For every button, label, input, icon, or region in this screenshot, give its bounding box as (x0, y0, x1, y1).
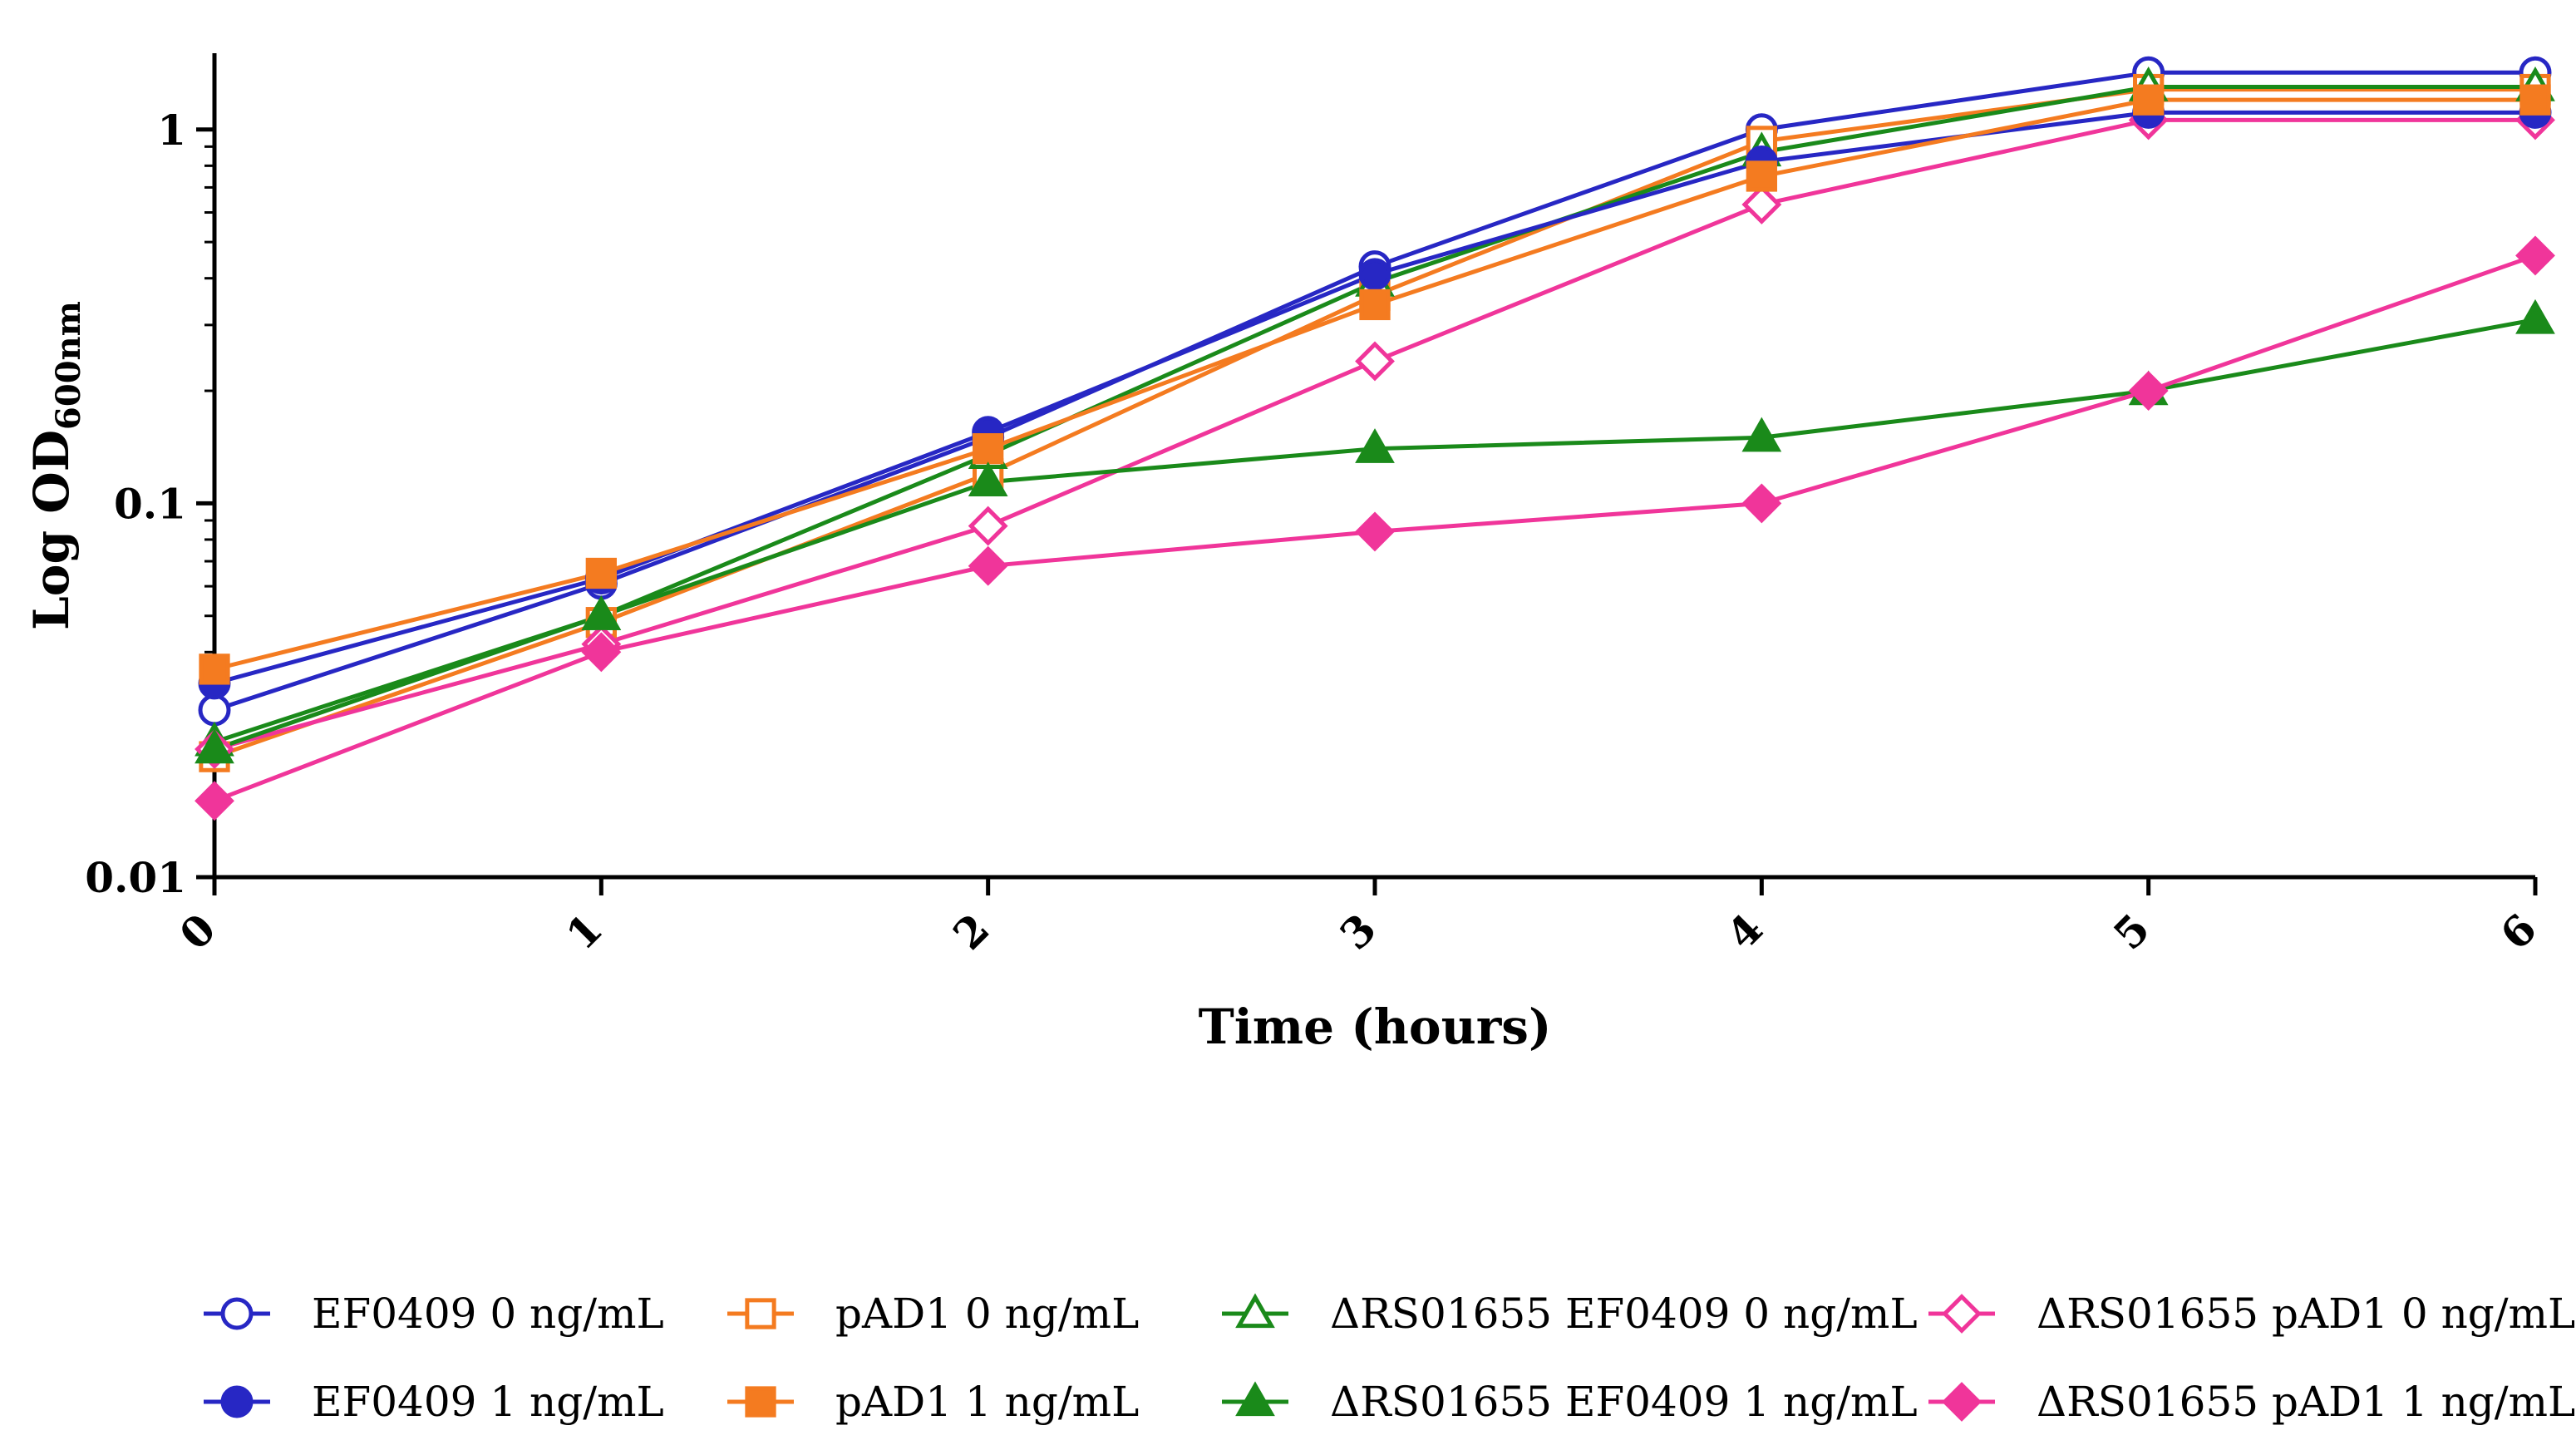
data-point-series-6 (585, 557, 617, 589)
data-point-series-7 (2515, 298, 2555, 334)
y-ticks: 0.01 0.1 1 (85, 106, 214, 902)
x-tick-label: 3 (1330, 904, 1385, 959)
data-point-series-6 (1359, 289, 1391, 321)
y-tick-label: 0.1 (114, 479, 186, 528)
legend-item-2: pAD1 0 ng/mL (727, 1290, 1139, 1338)
legend-label: EF0409 0 ng/mL (312, 1290, 664, 1338)
x-tick-label: 2 (943, 904, 998, 959)
data-point-series-6 (2519, 84, 2551, 116)
x-tick-label: 5 (2104, 904, 2159, 959)
legend-marker (1942, 1294, 1982, 1334)
y-tick-label: 1 (157, 106, 186, 155)
x-ticks: 0 1 2 3 4 5 6 (170, 877, 2546, 959)
x-tick-label: 1 (557, 904, 612, 959)
data-point-series-7 (968, 461, 1008, 496)
x-tick-label: 4 (1717, 904, 1772, 959)
legend-item-5: EF0409 1 ng/mL (204, 1378, 664, 1426)
series-line-1 (214, 70, 2535, 713)
data-point-series-8 (581, 632, 622, 673)
data-point-series-4 (1741, 185, 1782, 224)
y-axis-label-main: Log OD (23, 430, 80, 630)
data-point-series-8 (195, 781, 234, 821)
legend-item-3: ΔRS01655 EF0409 0 ng/mL (1222, 1290, 1918, 1338)
legend-label: ΔRS01655 EF0409 1 ng/mL (1330, 1378, 1918, 1426)
legend-marker (1235, 1381, 1275, 1417)
data-point-series-6 (1746, 160, 1777, 192)
legend-item-6: pAD1 1 ng/mL (727, 1378, 1139, 1426)
y-tick-label: 0.01 (85, 853, 186, 902)
x-axis-label: Time (hours) (1199, 999, 1552, 1055)
x-tick-label: 6 (2490, 904, 2545, 959)
data-point-series-7 (195, 728, 234, 764)
data-point-series-6 (973, 433, 1004, 465)
data-point-series-7 (581, 595, 622, 630)
legend-marker (1235, 1293, 1275, 1329)
data-point-series-8 (2515, 235, 2555, 276)
legend-item-1: EF0409 0 ng/mL (204, 1290, 664, 1338)
legend: EF0409 0 ng/mL pAD1 0 ng/mL ΔRS01655 EF040… (204, 1290, 2575, 1426)
legend-item-7: ΔRS01655 EF0409 1 ng/mL (1222, 1378, 1918, 1426)
legend-item-8: ΔRS01655 pAD1 1 ng/mL (1928, 1378, 2575, 1426)
legend-label: ΔRS01655 pAD1 1 ng/mL (2037, 1378, 2575, 1426)
axes: 0.01 0.1 1 0 1 2 3 4 5 6 (85, 53, 2546, 959)
data-point-series-8 (968, 545, 1008, 586)
y-axis-label-subscript: 600nm (49, 301, 88, 430)
x-tick-label: 0 (170, 904, 224, 959)
legend-label: pAD1 0 ng/mL (835, 1290, 1139, 1338)
data-point-series-4 (968, 506, 1008, 546)
data-point-series-6 (199, 654, 230, 685)
data-point-series-4 (1355, 341, 1395, 382)
legend-marker (220, 1297, 254, 1330)
legend-label: ΔRS01655 EF0409 0 ng/mL (1330, 1290, 1918, 1338)
data-point-series-8 (2128, 371, 2169, 411)
data-point-series-7 (1355, 428, 1395, 463)
legend-label: ΔRS01655 pAD1 0 ng/mL (2037, 1290, 2575, 1338)
legend-label: EF0409 1 ng/mL (312, 1378, 664, 1426)
legend-marker (220, 1385, 254, 1418)
series-line-3 (214, 85, 2535, 744)
series-layer (195, 56, 2555, 821)
y-axis-label: Log OD600nm (23, 301, 88, 630)
legend-item-4: ΔRS01655 pAD1 0 ng/mL (1928, 1290, 2575, 1338)
data-point-series-5 (1358, 258, 1391, 291)
data-point-series-6 (2133, 84, 2165, 116)
data-point-series-1 (198, 693, 231, 727)
legend-marker (745, 1298, 776, 1329)
legend-marker (1942, 1382, 1982, 1422)
data-point-series-7 (1741, 417, 1782, 452)
legend-marker (745, 1386, 776, 1418)
legend-label: pAD1 1 ng/mL (835, 1378, 1139, 1426)
data-point-series-8 (1741, 483, 1782, 524)
data-point-series-8 (1355, 511, 1395, 552)
